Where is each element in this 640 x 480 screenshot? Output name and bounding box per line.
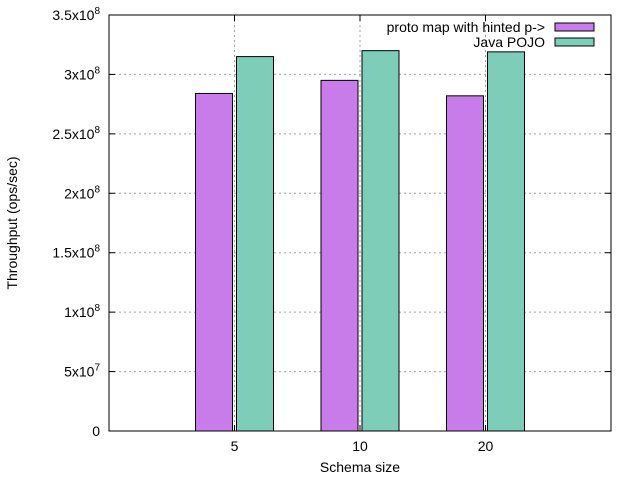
y-tick-label: 5x107 bbox=[64, 363, 100, 380]
x-axis-label: Schema size bbox=[320, 459, 400, 475]
grid-lines bbox=[109, 15, 611, 431]
y-axis-label: Throughput (ops/sec) bbox=[4, 156, 20, 289]
y-tick-label: 3x108 bbox=[64, 65, 100, 82]
legend-label: Java POJO bbox=[473, 34, 545, 50]
y-tick-label: 1.5x108 bbox=[52, 244, 100, 261]
x-tick-label: 10 bbox=[352, 438, 368, 454]
x-tick-label: 20 bbox=[478, 438, 494, 454]
bar-0-2 bbox=[446, 95, 484, 432]
legend-swatch bbox=[554, 37, 595, 47]
bars bbox=[195, 50, 525, 432]
plot-frame bbox=[108, 14, 612, 432]
y-tick-label: 2x108 bbox=[64, 184, 100, 201]
y-tick-label: 1x108 bbox=[64, 303, 100, 320]
x-tick-label: 5 bbox=[231, 438, 239, 454]
y-tick-label: 3.5x108 bbox=[52, 6, 100, 23]
axis-ticks: 0 5x107 1x108 1.5x108 2x108 2.5x108 3x108 3.5x1… bbox=[52, 6, 611, 454]
bar-0-1 bbox=[320, 79, 359, 432]
bar-0-0 bbox=[195, 92, 233, 432]
legend: proto map with hinted p->Java POJO bbox=[387, 19, 595, 50]
bar-1-0 bbox=[236, 56, 274, 432]
legend-swatch bbox=[554, 22, 595, 32]
bar-1-1 bbox=[361, 50, 400, 432]
bar-1-2 bbox=[487, 51, 525, 432]
legend-label: proto map with hinted p-> bbox=[387, 19, 545, 35]
y-tick-label: 0 bbox=[92, 423, 100, 439]
y-tick-label: 2.5x108 bbox=[52, 125, 100, 142]
